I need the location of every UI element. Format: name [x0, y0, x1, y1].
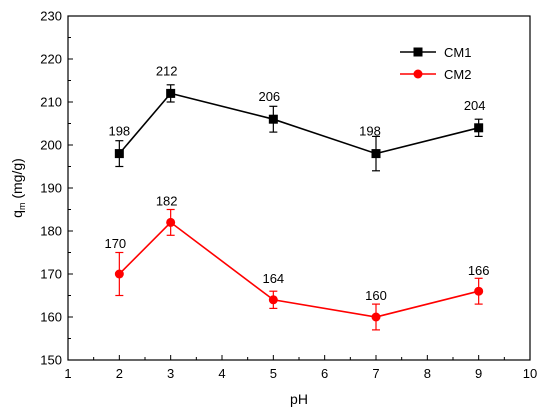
data-point — [474, 286, 484, 296]
y-tick-label: 210 — [40, 95, 62, 110]
x-tick-label: 2 — [116, 366, 123, 381]
data-point — [371, 149, 381, 159]
series-cm1 — [114, 84, 484, 172]
series-cm2 — [114, 208, 484, 331]
x-tick-label: 1 — [64, 366, 71, 381]
data-label: 204 — [464, 98, 486, 113]
y-tick-label: 160 — [40, 310, 62, 325]
data-label: 212 — [156, 63, 178, 78]
data-point — [268, 114, 278, 124]
data-point — [166, 88, 176, 98]
data-label: 160 — [365, 288, 387, 303]
legend-marker — [413, 69, 423, 79]
x-axis-title: pH — [290, 391, 308, 407]
series-line — [118, 221, 479, 318]
data-point — [268, 295, 278, 305]
x-tick-label: 10 — [523, 366, 537, 381]
y-tick-label: 230 — [40, 9, 62, 24]
y-axis-title-subscript: m — [17, 203, 27, 211]
data-label: 170 — [104, 236, 126, 251]
y-axis-title-main: q — [9, 210, 25, 218]
x-tick-label: 7 — [372, 366, 379, 381]
x-tick-label: 4 — [218, 366, 225, 381]
data-label: 182 — [156, 193, 178, 208]
data-point — [371, 312, 381, 322]
y-axis-title: qm (mg/g) — [9, 158, 27, 218]
data-point — [474, 123, 484, 133]
data-labels: 198 212 206 198 204 170 182 164 160 166 — [104, 63, 489, 303]
data-label: 206 — [258, 89, 280, 104]
data-label: 198 — [108, 124, 130, 139]
legend-label: CM1 — [444, 45, 471, 60]
y-tick-label: 180 — [40, 224, 62, 239]
data-point — [114, 269, 124, 279]
data-point — [114, 149, 124, 159]
y-tick-label: 170 — [40, 267, 62, 282]
legend-marker — [413, 47, 423, 57]
y-tick-label: 220 — [40, 52, 62, 67]
data-point — [166, 217, 176, 227]
y-tick-label: 200 — [40, 138, 62, 153]
x-tick-label: 6 — [321, 366, 328, 381]
y-tick-label: 150 — [40, 353, 62, 368]
x-tick-label: 3 — [167, 366, 174, 381]
x-tick-label: 5 — [270, 366, 277, 381]
data-label: 198 — [359, 124, 381, 139]
y-axis-title-unit: (mg/g) — [9, 158, 25, 202]
series-layer — [114, 84, 484, 331]
data-label: 164 — [262, 271, 284, 286]
data-label: 166 — [468, 263, 490, 278]
axes: 1 2 3 4 5 6 7 8 9 10 150 160 170 180 190 200 210 220 230 — [40, 9, 537, 382]
x-tick-label: 9 — [475, 366, 482, 381]
x-tick-label: 8 — [424, 366, 431, 381]
y-tick-label: 190 — [40, 181, 62, 196]
legend-label: CM2 — [444, 67, 471, 82]
